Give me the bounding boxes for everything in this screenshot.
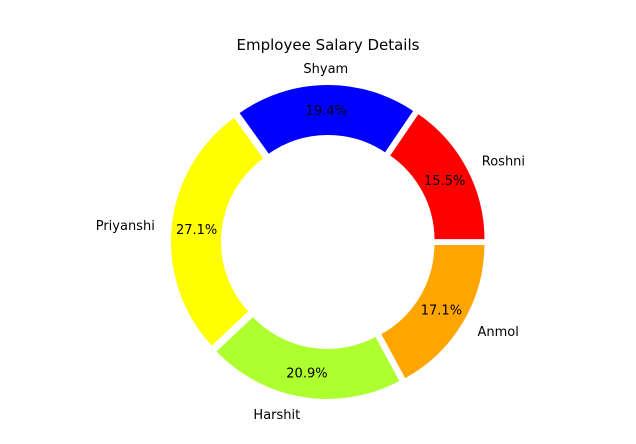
pct-label-roshni: 15.5% [424, 174, 465, 189]
label-harshit: Harshit [253, 408, 300, 423]
labels-group: Roshni 15.5% Shyam 19.4% Priyanshi 27.1% Harsh… [96, 62, 525, 423]
label-priyanshi: Priyanshi [96, 219, 155, 234]
slice-roshni [387, 111, 487, 242]
pct-label-anmol: 17.1% [421, 304, 462, 319]
pct-label-harshit: 20.9% [286, 366, 327, 381]
label-roshni: Roshni [482, 155, 525, 170]
slice-priyanshi [169, 115, 266, 349]
slice-shyam [236, 83, 416, 157]
pct-label-shyam: 19.4% [306, 104, 347, 119]
slice-harshit [213, 314, 403, 401]
slice-anmol [378, 243, 487, 381]
chart-title: Employee Salary Details [237, 36, 420, 54]
label-shyam: Shyam [303, 62, 348, 77]
label-anmol: Anmol [477, 325, 518, 340]
pct-label-priyanshi: 27.1% [176, 223, 217, 238]
slices-group [169, 83, 487, 401]
